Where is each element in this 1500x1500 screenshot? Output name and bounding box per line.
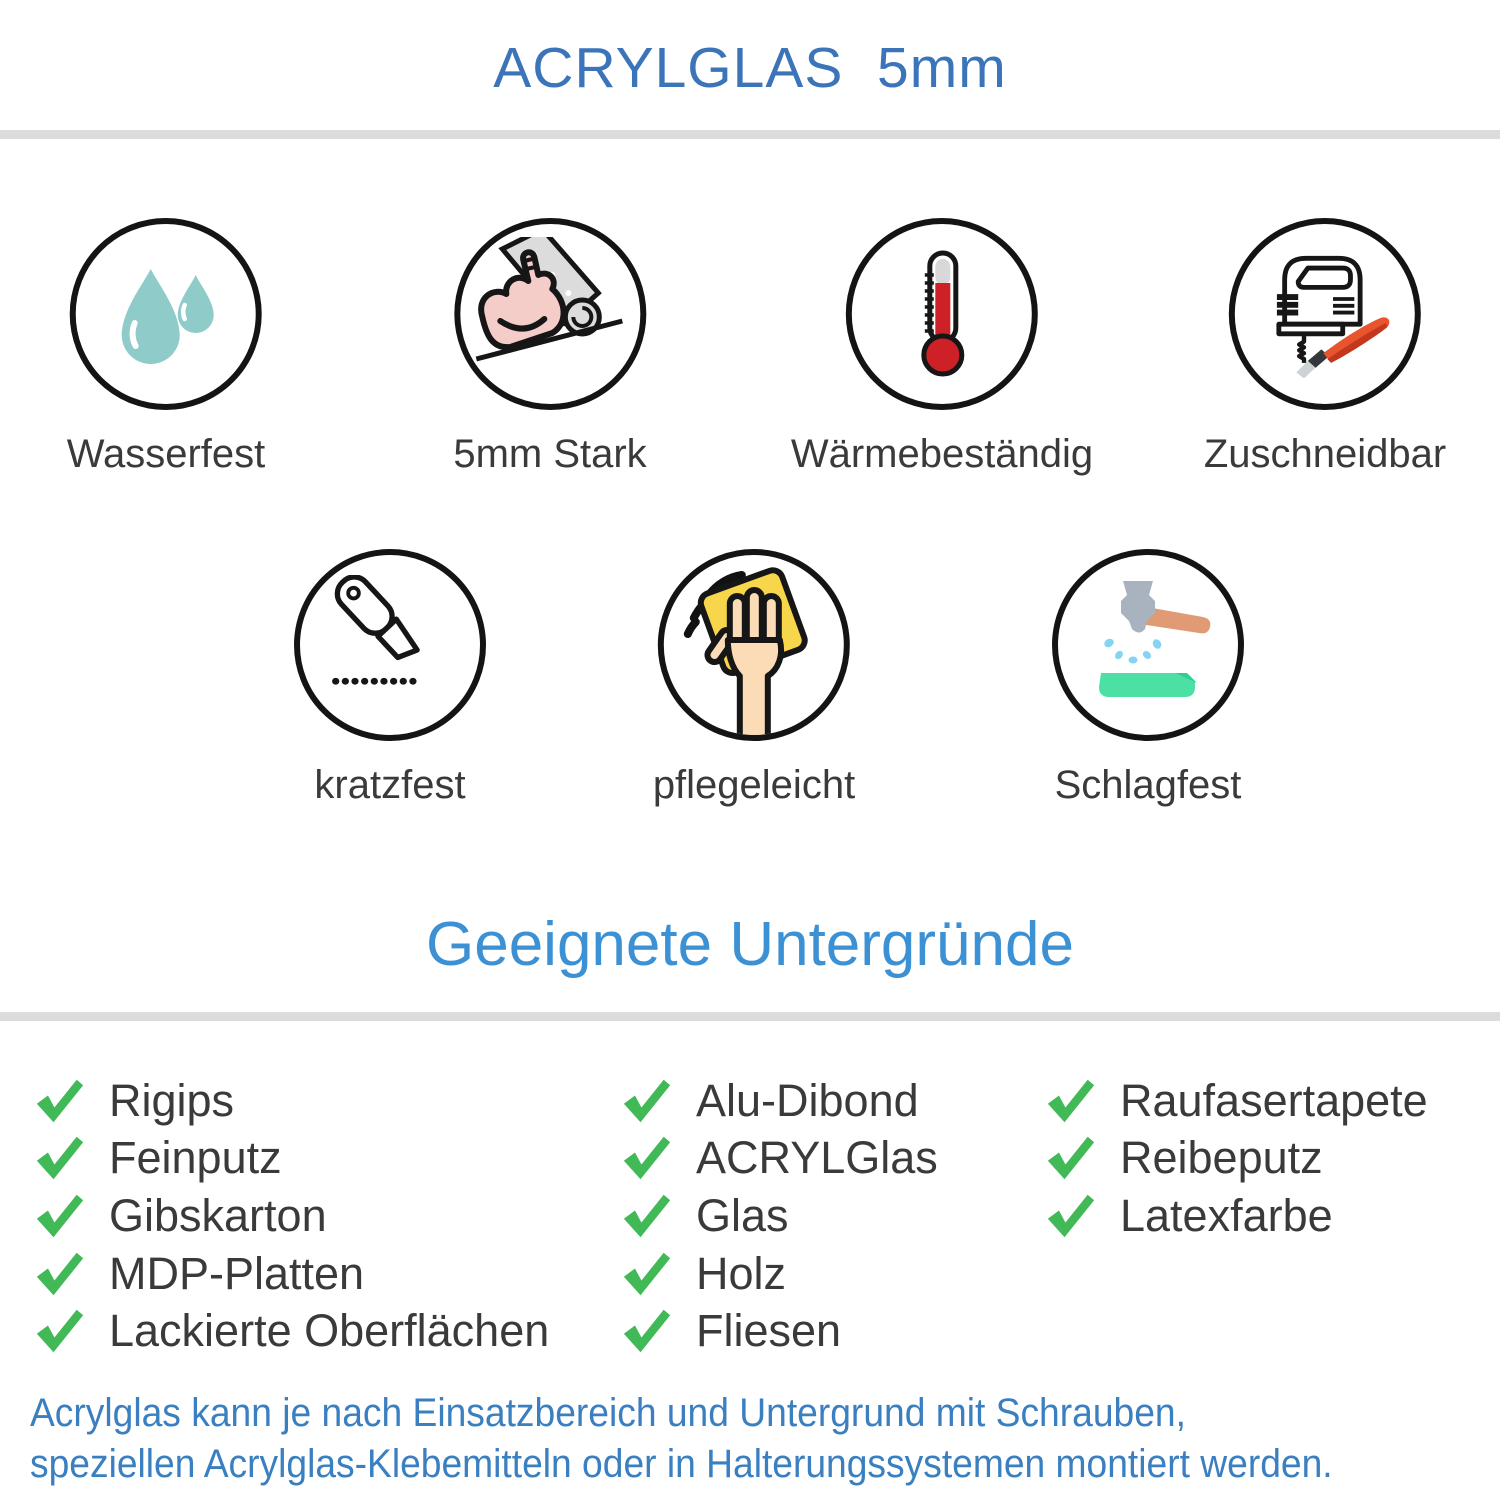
feature-waermebestaendig: Wärmebeständig (791, 218, 1093, 476)
flexed-arm-roll-icon (475, 236, 624, 361)
mounting-note: Acrylglas kann je nach Einsatzbereich un… (30, 1388, 1333, 1490)
check-icon (623, 1079, 671, 1123)
feature-schlagfest: Schlagfest (1052, 549, 1244, 807)
substrate-item: Holz (622, 1245, 938, 1303)
feature-label: Wärmebeständig (790, 432, 1094, 476)
thermometer-icon (921, 250, 964, 376)
feature-circle (846, 218, 1038, 410)
substrate-label: Gibskarton (109, 1189, 327, 1241)
divider-substrates (0, 1012, 1500, 1021)
feature-zuschneidbar: Zuschneidbar (1204, 218, 1446, 476)
check-icon (36, 1137, 84, 1180)
check-icon (1047, 1194, 1095, 1238)
feature-label: Zuschneidbar (1203, 432, 1447, 476)
section-title: Geeignete Untergründe (425, 910, 1074, 979)
water-drops-icon (121, 268, 214, 364)
feature-circle (70, 218, 262, 410)
substrate-label: MDP-Platten (109, 1247, 365, 1299)
substrate-item: Alu-Dibond (622, 1072, 938, 1130)
substrate-item: MDP-Platten (35, 1245, 549, 1303)
check-icon (1047, 1137, 1095, 1180)
substrate-item: Rigips (35, 1072, 549, 1130)
page-title: ACRYLGLAS 5mm (493, 36, 1007, 100)
substrate-label: Fliesen (696, 1305, 842, 1357)
substrate-label: Lackierte Oberflächen (109, 1305, 550, 1357)
substrate-item: Gibskarton (35, 1187, 549, 1245)
substrate-item: Glas (622, 1187, 938, 1245)
substrate-item: ACRYLGlas (622, 1130, 938, 1188)
feature-circle (453, 218, 646, 410)
jigsaw-cutter-icon (1276, 255, 1390, 379)
check-icon (623, 1137, 671, 1180)
feature-wasserfest: Wasserfest (66, 218, 266, 476)
feature-label: kratzfest (314, 763, 466, 807)
substrate-column-2: Alu-Dibond ACRYLGlas Glas Holz Fliesen (622, 1072, 938, 1360)
substrate-item: Lackierte Oberflächen (35, 1302, 549, 1360)
substrate-label: Holz (696, 1247, 787, 1299)
utility-knife-icon (332, 575, 422, 685)
substrate-column-1: Rigips Feinputz Gibskarton MDP-Platten L… (35, 1072, 549, 1360)
feature-5mm-stark: 5mm Stark (453, 218, 647, 476)
substrate-label: Rigips (109, 1074, 235, 1126)
feature-pflegeleicht: pflegeleicht (653, 549, 855, 807)
substrate-label: Alu-Dibond (696, 1074, 919, 1126)
feature-circle (294, 549, 486, 741)
substrate-label: Reibeputz (1120, 1132, 1323, 1184)
mounting-note-line: Acrylglas kann je nach Einsatzbereich un… (30, 1391, 1186, 1435)
substrate-item: Raufasertapete (1046, 1072, 1428, 1130)
feature-label: 5mm Stark (453, 432, 647, 476)
substrate-label: Feinputz (109, 1132, 282, 1184)
check-icon (1047, 1079, 1095, 1123)
feature-circle (658, 549, 850, 741)
feature-label: Schlagfest (1054, 763, 1242, 807)
check-icon (623, 1309, 671, 1353)
substrate-item: Latexfarbe (1046, 1187, 1428, 1245)
substrate-label: ACRYLGlas (696, 1132, 938, 1184)
check-icon (623, 1194, 671, 1238)
substrate-label: Raufasertapete (1120, 1074, 1428, 1126)
divider-top (0, 130, 1500, 139)
cleaning-hand-icon (684, 567, 808, 735)
substrate-item: Fliesen (622, 1302, 938, 1360)
substrate-label: Glas (696, 1189, 789, 1241)
substrate-column-3: Raufasertapete Reibeputz Latexfarbe (1046, 1072, 1428, 1245)
substrate-item: Reibeputz (1046, 1130, 1428, 1188)
feature-label: pflegeleicht (652, 763, 856, 807)
check-icon (36, 1079, 84, 1123)
check-icon (36, 1194, 84, 1238)
feature-label: Wasserfest (66, 432, 266, 476)
feature-circle (1229, 218, 1421, 410)
check-icon (36, 1309, 84, 1353)
hammer-impact-icon (1099, 581, 1211, 697)
substrate-label: Latexfarbe (1120, 1189, 1333, 1241)
substrate-item: Feinputz (35, 1130, 549, 1188)
feature-kratzfest: kratzfest (294, 549, 486, 807)
feature-circle (1052, 549, 1244, 741)
check-icon (623, 1252, 671, 1295)
mounting-note-line: speziellen Acrylglas-Klebemitteln oder i… (30, 1442, 1333, 1486)
check-icon (36, 1252, 84, 1295)
